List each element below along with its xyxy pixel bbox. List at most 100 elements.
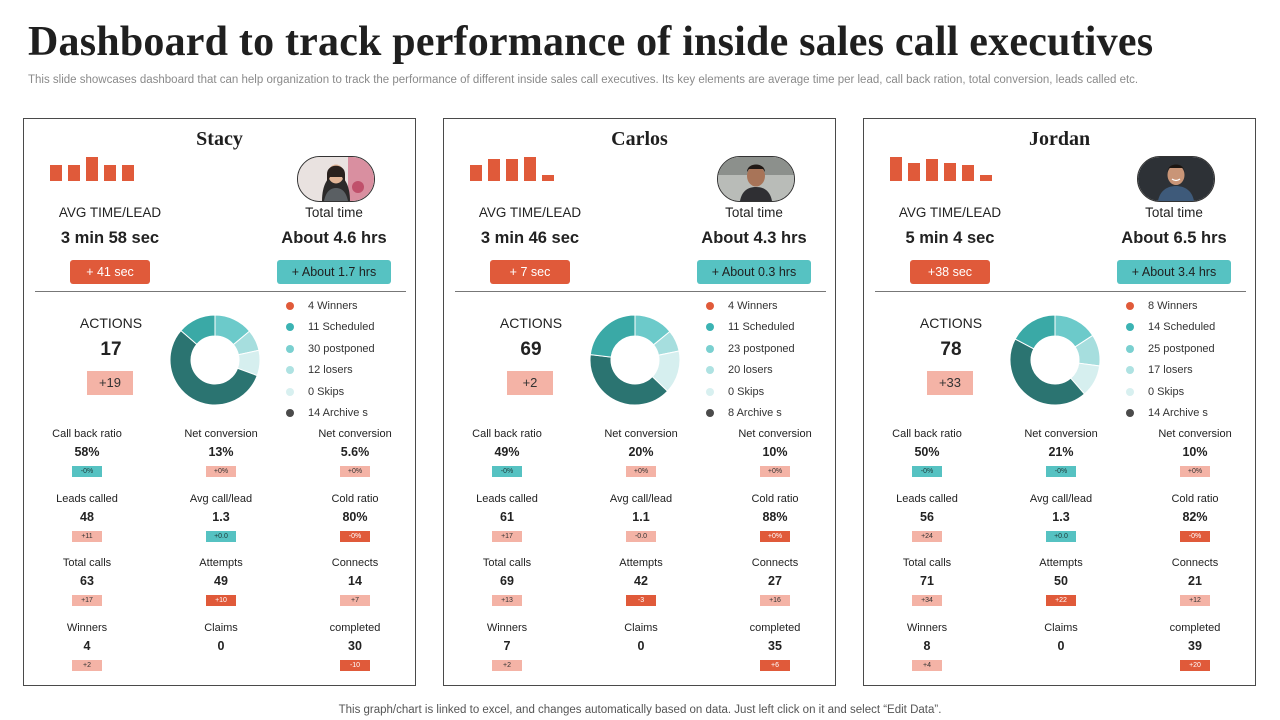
actions-label: ACTIONS (919, 315, 983, 331)
metric-value: 82% (1182, 510, 1208, 524)
page-footer-note: This graph/chart is linked to excel, and… (338, 704, 942, 716)
total-time-value: About 4.6 hrs (281, 229, 387, 247)
actions-label: ACTIONS (499, 315, 563, 331)
metric-badge-wrap: +17 (452, 525, 562, 543)
metric-delta-badge: +0% (760, 466, 790, 477)
mini-bar-chart (890, 155, 992, 181)
metric-card: Leads called 56 +24 (872, 492, 982, 543)
metric-card: Total calls 71 +34 (872, 556, 982, 607)
legend-label: 14 Archive s (308, 406, 368, 419)
legend-item: 4 Winners (286, 300, 416, 321)
metric-card: Attempts 50 +22 (1006, 556, 1116, 607)
metric-delta-badge: +0.0 (206, 531, 236, 542)
metric-label: Avg call/lead (189, 493, 253, 505)
metric-value: 1.3 (212, 510, 230, 524)
metric-card: Net conversion 20% +0% (586, 427, 696, 478)
legend-label: 11 Scheduled (308, 321, 375, 334)
legend-label: 30 postponed (308, 342, 375, 355)
executive-name: Jordan (1028, 128, 1091, 150)
avatar (297, 156, 375, 202)
metric-delta-badge: +17 (72, 595, 102, 606)
legend-dot-icon (706, 344, 714, 353)
legend-label: 11 Scheduled (728, 321, 795, 334)
metric-label: Connects (751, 557, 799, 569)
metric-card: Winners 4 +2 (32, 621, 142, 672)
legend-label: 8 Archive s (728, 406, 782, 419)
metric-delta-badge: +10 (206, 595, 236, 606)
legend-item: 30 postponed (286, 343, 416, 364)
legend-dot-icon (706, 302, 714, 310)
legend-label: 17 losers (1148, 364, 1193, 377)
metric-badge-wrap: +22 (1006, 589, 1116, 607)
executive-name: Stacy (196, 128, 243, 150)
total-time-label: Total time (725, 205, 783, 220)
metric-card: Claims 0 (1006, 621, 1116, 654)
metric-label: Leads called (476, 493, 538, 505)
donut-slice (1009, 338, 1086, 406)
mini-bar (542, 175, 554, 181)
metric-badge-wrap: +7 (300, 589, 410, 607)
legend-item: 0 Skips (286, 386, 416, 407)
legend-dot-icon (286, 366, 294, 375)
metric-label: Winners (906, 622, 948, 634)
legend-dot-icon (286, 323, 294, 332)
metric-card: completed 35 +6 (720, 621, 830, 672)
metric-delta-badge: +2 (72, 660, 102, 671)
metric-delta-badge: -0% (912, 466, 942, 477)
total-time-delta-badge: + About 3.4 hrs (1117, 260, 1231, 284)
metric-delta-badge: +0% (1180, 466, 1210, 477)
actions-legend: 4 Winners 11 Scheduled 30 postponed 12 lose… (286, 300, 416, 428)
metric-value: 88% (762, 510, 788, 524)
metric-label: Claims (624, 622, 658, 634)
actions-value: 69 (520, 339, 542, 360)
metric-value: 71 (920, 574, 934, 588)
metric-badge-wrap: +2 (32, 654, 142, 672)
metric-label: Total calls (902, 557, 952, 569)
legend-item: 0 Skips (706, 386, 836, 407)
mini-bar (944, 163, 956, 181)
actions-value: 78 (940, 339, 962, 360)
metric-label: Net conversion (604, 428, 678, 440)
metric-delta-badge: -10 (340, 660, 370, 671)
avg-time-value: 3 min 58 sec (60, 229, 160, 247)
metric-label: Winners (66, 622, 108, 634)
metric-label: completed (329, 622, 381, 634)
metric-delta-badge: -0% (72, 466, 102, 477)
metric-card: Connects 27 +16 (720, 556, 830, 607)
total-time-label: Total time (305, 205, 363, 220)
legend-dot-icon (706, 323, 714, 332)
metric-value: 30 (348, 639, 362, 653)
metric-badge-wrap: +16 (720, 589, 830, 607)
metric-delta-badge: -0% (492, 466, 522, 477)
avg-time-label: AVG TIME/LEAD (478, 205, 582, 220)
metric-badge-wrap: +17 (32, 589, 142, 607)
metric-delta-badge: +7 (340, 595, 370, 606)
mini-bar-chart (50, 155, 150, 181)
actions-donut-chart (589, 314, 681, 406)
metric-label: Cold ratio (751, 493, 799, 505)
legend-dot-icon (286, 344, 294, 353)
metric-delta-badge: -0% (340, 531, 370, 542)
metric-card: Total calls 69 +13 (452, 556, 562, 607)
metric-card: Cold ratio 82% -0% (1140, 492, 1250, 543)
metric-card: Claims 0 (586, 621, 696, 654)
legend-dot-icon (706, 408, 714, 417)
legend-item: 11 Scheduled (706, 321, 836, 342)
metric-card: Cold ratio 88% +0% (720, 492, 830, 543)
legend-item: 23 postponed (706, 343, 836, 364)
metric-label: Net conversion (318, 428, 392, 440)
metric-label: Claims (1044, 622, 1078, 634)
donut-slice (589, 354, 669, 406)
metric-delta-badge: +12 (1180, 595, 1210, 606)
metric-badge-wrap: +0% (1140, 460, 1250, 478)
mini-bar (524, 157, 536, 181)
legend-dot-icon (1126, 323, 1134, 332)
legend-label: 0 Skips (1148, 385, 1185, 398)
metric-card: Leads called 48 +11 (32, 492, 142, 543)
metric-card: Winners 7 +2 (452, 621, 562, 672)
metric-label: Call back ratio (892, 428, 962, 440)
metric-label: Leads called (56, 493, 118, 505)
metric-card: Net conversion 13% +0% (166, 427, 276, 478)
donut-slice (180, 314, 216, 346)
mini-bar (890, 157, 902, 181)
